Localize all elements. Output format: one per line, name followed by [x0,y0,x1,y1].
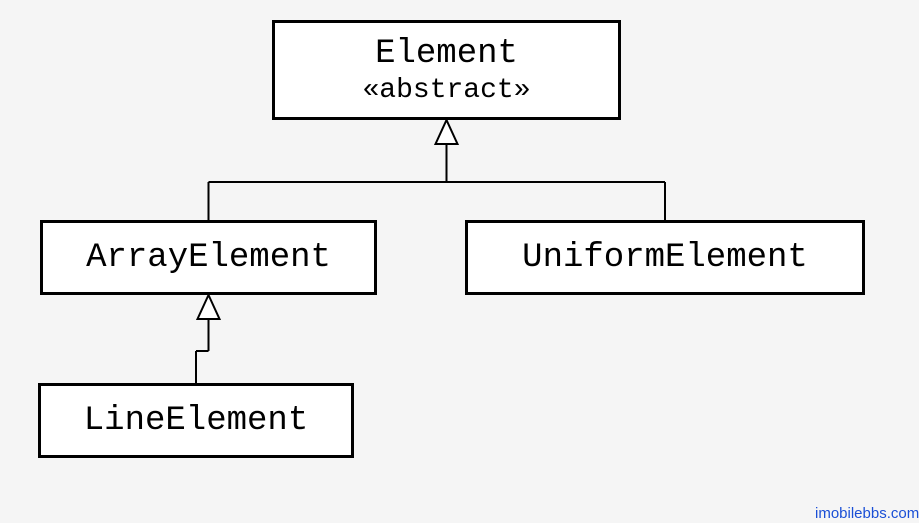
node-uniform-element-label: UniformElement [522,239,808,277]
node-line-element: LineElement [38,383,354,458]
uml-class-diagram: Element «abstract» ArrayElement UniformE… [0,0,919,523]
node-line-element-label: LineElement [84,402,308,440]
node-element-label: Element [375,35,518,73]
node-element: Element «abstract» [272,20,621,120]
node-array-element-label: ArrayElement [86,239,331,277]
watermark-text: imobilebbs.com [815,505,919,522]
node-array-element: ArrayElement [40,220,377,295]
node-uniform-element: UniformElement [465,220,865,295]
node-element-stereotype: «abstract» [362,75,530,106]
